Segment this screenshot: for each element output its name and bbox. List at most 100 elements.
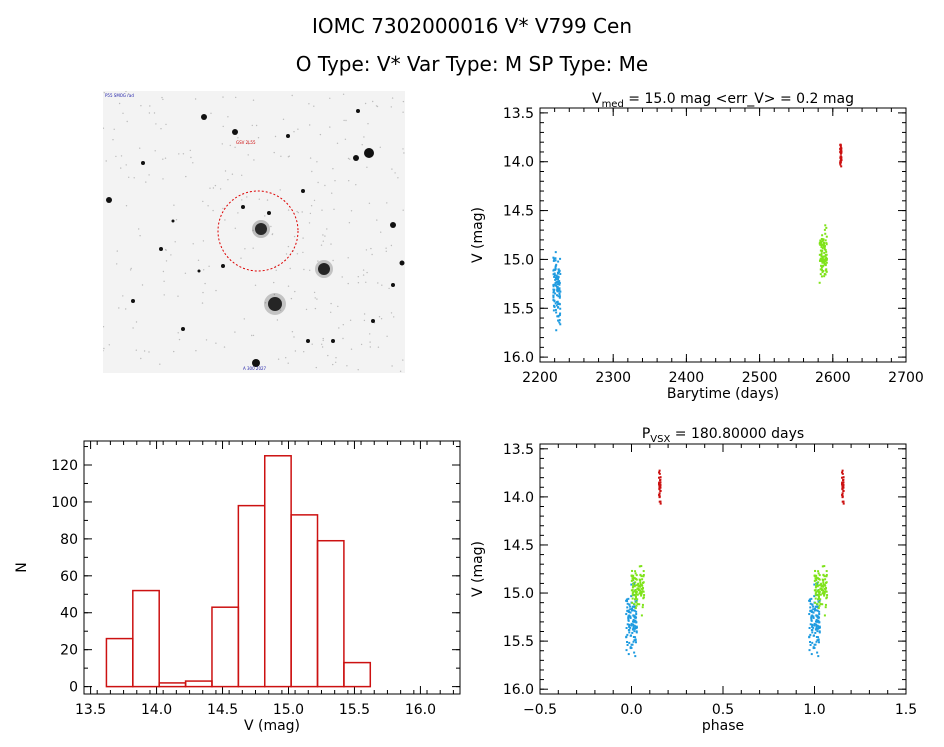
ph-point [841,496,844,499]
ph-point [822,585,825,588]
lc-point [825,235,828,238]
ph-point [630,579,633,582]
ph-point [631,575,634,578]
lc-point [818,281,821,284]
lc-point [552,273,555,276]
ph-point [659,502,662,505]
lc-point [555,274,558,277]
ph-point [813,583,816,586]
lc-point [823,228,826,231]
ph-point [816,616,819,619]
hs-ytick-label: 80 [60,532,78,548]
ph-point [842,481,845,484]
lc-point [840,150,843,153]
ph-point [809,641,812,644]
lc-point [553,299,556,302]
lc-point [555,329,558,332]
ph-point [635,610,638,613]
ph-point [659,479,662,482]
histogram-ylabel: N [14,562,30,572]
ph-point [841,487,844,490]
lc-point [554,302,557,305]
lc-point [823,261,826,264]
lc-point [839,152,842,155]
lc-point [839,143,842,146]
lc-point [839,150,842,153]
ph-point [659,481,662,484]
ph-point [658,483,661,486]
ph-point [811,623,814,626]
ph-point [634,600,637,603]
ph-point [658,487,661,490]
lc-point [839,161,842,164]
ph-point [659,483,662,486]
lc-point [839,150,842,153]
ph-point [633,577,636,580]
ph-point [818,625,821,628]
lc-point [557,306,560,309]
ph-point [634,570,637,573]
lc-point [820,245,823,248]
ph-point [634,593,637,596]
ph-point [818,612,821,615]
ph-point [632,574,635,577]
lc-point [820,259,823,262]
ph-point [813,607,816,610]
ph-point [633,581,636,584]
ph-point [818,599,821,602]
lc-point [555,276,558,279]
ph-point [812,646,815,649]
ph-point [639,573,642,576]
ph-point [841,493,844,496]
ph-xtick-label: 0.5 [712,702,734,718]
ph-point [635,626,638,629]
image-label-bottom: A 300 2027 [243,366,267,371]
ph-point [823,575,826,578]
lightcurve-title: Vmed = 15.0 mag <err_V> = 0.2 mag [592,91,854,110]
ph-point [816,577,819,580]
ph-point [808,613,811,616]
lc-point [819,242,822,245]
ph-point [811,603,814,606]
ph-point [636,603,639,606]
lc-point [553,258,556,261]
ph-point [632,614,635,617]
ph-point [630,624,633,627]
ph-point [810,619,813,622]
lc-point [821,265,824,268]
ph-point [658,487,661,490]
lc-point [558,295,561,298]
lc-point [558,289,561,292]
lc-point [557,314,560,317]
ph-point [642,587,645,590]
histogram-bar [263,455,292,688]
ph-point [634,595,637,598]
ph-point [842,483,845,486]
lc-point [559,290,562,293]
lc-point [558,314,561,317]
lc-point [558,303,561,306]
ph-point [841,483,844,486]
lc-point [824,232,827,235]
lc-point [556,289,559,292]
ph-point [634,572,637,575]
ph-point [841,483,844,486]
ph-point [629,647,632,650]
lc-point [821,257,824,260]
lc-xtick-label: 2600 [815,370,851,386]
ph-point [841,471,844,474]
lc-point [823,246,826,249]
ph-point [639,583,642,586]
ph-point [638,578,641,581]
ph-point [634,581,637,584]
ph-point [812,626,815,629]
ph-point [634,598,637,601]
lc-point [556,278,559,281]
lc-point [824,260,827,263]
lc-ytick-label: 16.0 [503,350,534,366]
lc-point [839,155,842,158]
ph-point [632,576,635,579]
ph-point [658,483,661,486]
lc-point [821,240,824,243]
lc-point [557,260,560,263]
